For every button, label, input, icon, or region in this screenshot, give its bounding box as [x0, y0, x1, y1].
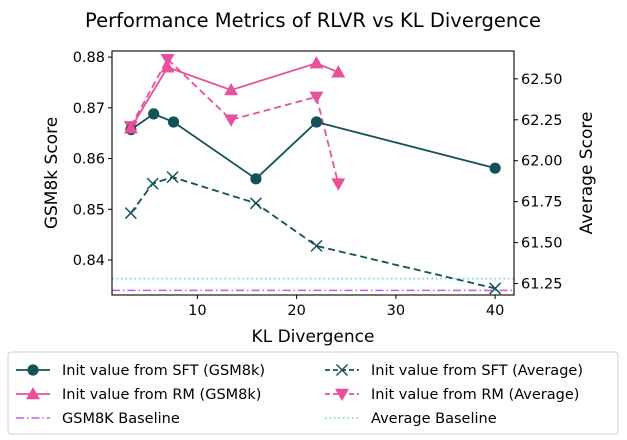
legend-label: Init value from SFT (GSM8k) [62, 363, 265, 379]
data-point [250, 173, 262, 185]
right-y-tick-label: 62.00 [521, 154, 563, 170]
x-tick-label: 40 [486, 303, 504, 319]
legend-item: Init value from SFT (GSM8k) [16, 363, 265, 379]
legend-label: GSM8K Baseline [62, 411, 180, 427]
legend-item: Init value from RM (GSM8k) [16, 387, 261, 403]
right-y-tick-label: 61.75 [521, 195, 563, 211]
legend-label: Init value from RM (GSM8k) [62, 387, 261, 403]
legend-marker [27, 364, 39, 376]
left-y-tick-label: 0.88 [73, 50, 105, 66]
series-line [130, 176, 496, 290]
data-point [309, 56, 324, 69]
left-y-tick-label: 0.87 [73, 101, 105, 117]
data-point [331, 65, 346, 78]
chart-title: Performance Metrics of RLVR vs KL Diverg… [85, 9, 541, 32]
data-point [124, 207, 137, 220]
data-point [331, 178, 346, 191]
legend-item: Init value from SFT (Average) [325, 363, 583, 379]
right-y-axis-ticks: 61.25 61.50 61.75 62.00 62.25 62.50 [514, 72, 563, 293]
left-y-axis-label: GSM8k Score [42, 117, 62, 229]
legend-item: Init value from RM (Average) [325, 387, 579, 403]
left-y-tick-label: 0.86 [73, 152, 105, 168]
plot-frame [111, 50, 515, 296]
data-point [146, 177, 159, 190]
right-y-tick-label: 62.50 [521, 72, 563, 88]
x-axis-ticks: 10 20 30 40 [188, 295, 504, 319]
left-y-tick-label: 0.84 [73, 253, 105, 269]
data-point [160, 53, 175, 67]
series-init-value-from-rm-gsm8k [123, 56, 346, 134]
data-point [489, 282, 502, 295]
data-point [489, 162, 501, 174]
x-tick-label: 30 [387, 303, 405, 319]
data-point [309, 91, 324, 104]
legend-marker [335, 363, 349, 377]
data-point [249, 197, 262, 210]
data-point [224, 83, 239, 96]
left-y-tick-label: 0.85 [73, 202, 105, 218]
data-point [224, 114, 239, 127]
legend-label: Init value from SFT (Average) [371, 363, 583, 379]
x-axis-label: KL Divergence [252, 327, 375, 347]
legend-item: Average Baseline [325, 411, 497, 427]
x-tick-label: 10 [188, 303, 206, 319]
legend: Init value from SFT (GSM8k) Init value fr… [7, 351, 619, 435]
left-y-axis-ticks: 0.84 0.85 0.86 0.87 0.88 [73, 50, 112, 269]
right-y-tick-label: 61.25 [521, 277, 563, 293]
plot-area [112, 53, 514, 295]
data-point [167, 116, 180, 128]
legend-frame [7, 351, 619, 435]
series-init-value-from-sft-average [124, 171, 502, 295]
data-point [160, 60, 175, 73]
legend-marker [335, 388, 349, 401]
data-point [166, 171, 179, 184]
x-tick-label: 20 [287, 303, 305, 319]
right-y-tick-label: 62.25 [521, 113, 563, 129]
legend-label: Init value from RM (Average) [371, 387, 579, 403]
data-point [123, 121, 138, 134]
legend-item: GSM8K Baseline [16, 411, 180, 427]
legend-marker [26, 387, 40, 400]
data-point [310, 116, 323, 128]
data-point [310, 239, 323, 252]
series-init-value-from-sft-gsm8k [125, 108, 501, 185]
right-y-tick-label: 61.50 [521, 236, 563, 252]
legend-label: Average Baseline [371, 411, 497, 427]
right-y-axis-label: Average Score [577, 112, 597, 235]
data-point [148, 108, 160, 120]
